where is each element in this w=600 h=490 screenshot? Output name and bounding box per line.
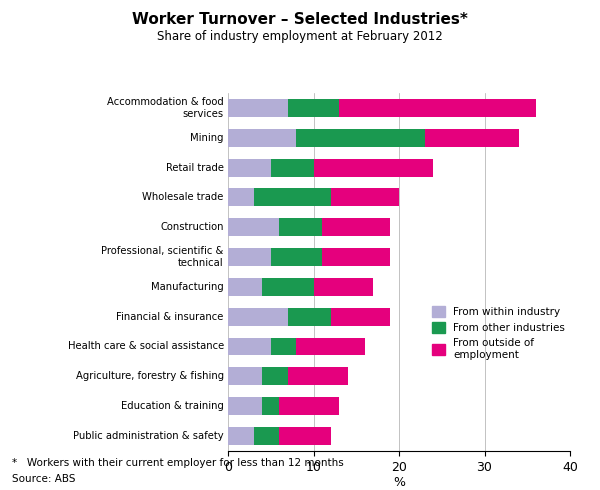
Legend: From within industry, From other industries, From outside of
employment: From within industry, From other industr…: [432, 306, 565, 360]
Bar: [331, 189, 399, 206]
Bar: [228, 189, 254, 206]
Bar: [228, 338, 271, 355]
Bar: [228, 159, 271, 176]
Bar: [262, 397, 280, 415]
Bar: [280, 219, 322, 236]
Bar: [288, 368, 348, 385]
Bar: [254, 427, 280, 445]
Bar: [228, 278, 262, 296]
Bar: [296, 338, 365, 355]
Bar: [322, 248, 391, 266]
Bar: [271, 248, 322, 266]
Bar: [228, 248, 271, 266]
Bar: [288, 308, 331, 325]
Bar: [228, 397, 262, 415]
Bar: [228, 368, 262, 385]
Bar: [314, 278, 373, 296]
Text: Source: ABS: Source: ABS: [12, 474, 76, 484]
Bar: [288, 99, 339, 117]
Bar: [322, 219, 391, 236]
Bar: [280, 397, 339, 415]
Bar: [280, 427, 331, 445]
Bar: [228, 129, 296, 147]
Bar: [228, 99, 288, 117]
Text: Share of industry employment at February 2012: Share of industry employment at February…: [157, 30, 443, 44]
Bar: [228, 308, 288, 325]
Text: *   Workers with their current employer for less than 12 months: * Workers with their current employer fo…: [12, 458, 344, 468]
Bar: [262, 368, 288, 385]
Bar: [228, 427, 254, 445]
Bar: [425, 129, 519, 147]
X-axis label: %: %: [393, 476, 405, 490]
Bar: [228, 219, 280, 236]
Bar: [296, 129, 425, 147]
Text: Worker Turnover – Selected Industries*: Worker Turnover – Selected Industries*: [132, 12, 468, 27]
Bar: [262, 278, 314, 296]
Bar: [339, 99, 536, 117]
Bar: [331, 308, 391, 325]
Bar: [254, 189, 331, 206]
Bar: [271, 338, 296, 355]
Bar: [271, 159, 314, 176]
Bar: [314, 159, 433, 176]
